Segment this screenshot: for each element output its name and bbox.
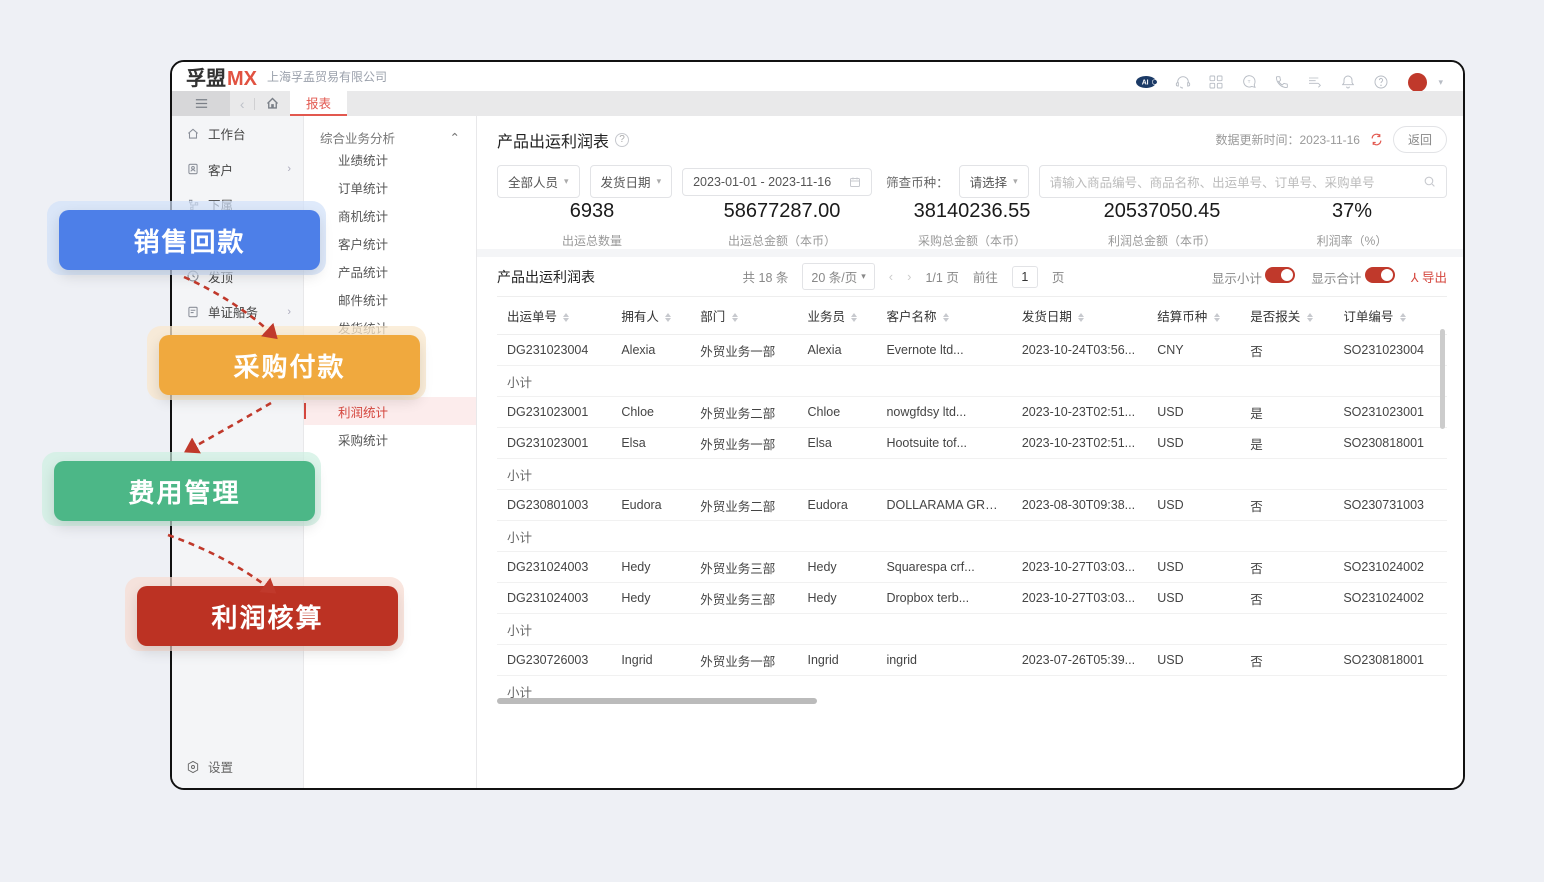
svg-text:T: T — [1248, 79, 1251, 84]
svg-text:AI: AI — [1142, 80, 1149, 87]
